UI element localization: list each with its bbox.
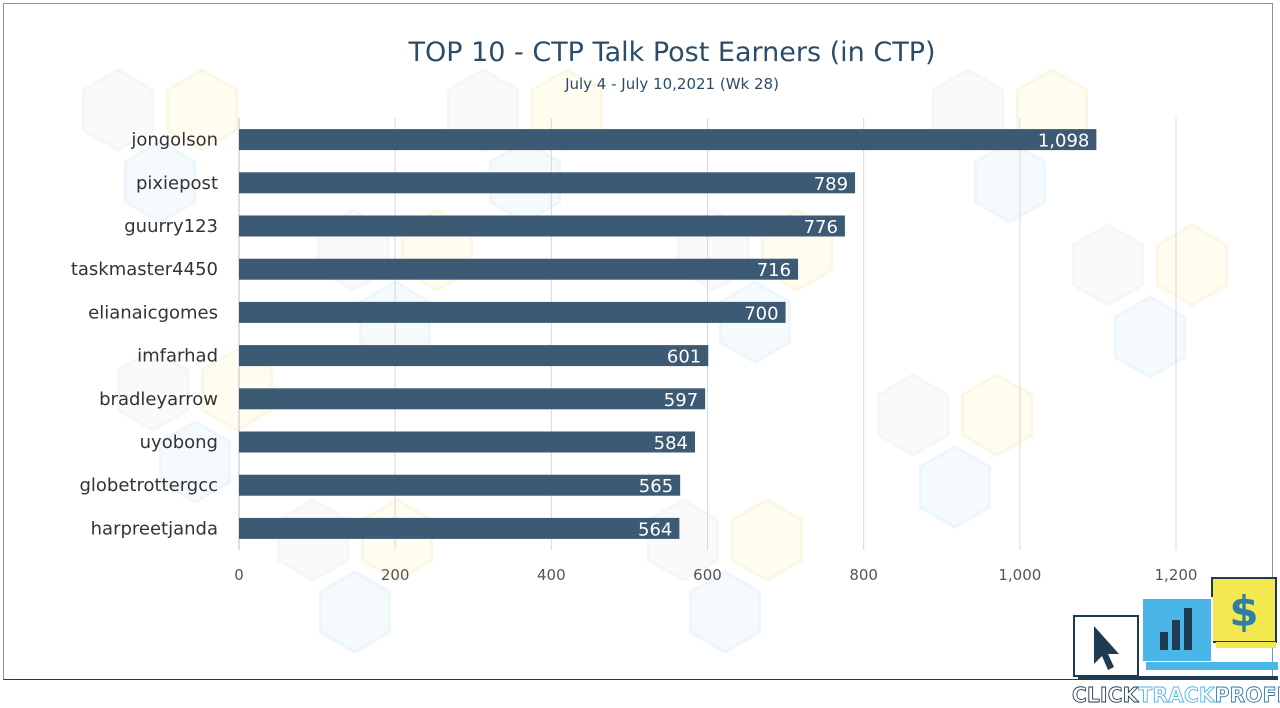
logo-chart-tile-shadow xyxy=(1146,662,1278,670)
bar-harpreetjanda xyxy=(239,517,680,539)
x-tick-label-4: 800 xyxy=(849,566,878,584)
logo-cursor-tile-shadow xyxy=(1078,676,1278,680)
bar-bradleyarrow xyxy=(239,388,706,410)
data-label-globetrottergcc: 565 xyxy=(639,476,673,497)
logo-word-click: CLICK xyxy=(1072,683,1140,707)
logo-word-profit: PROFIT xyxy=(1215,683,1280,707)
dollar-icon: $ xyxy=(1229,587,1258,636)
category-label-taskmaster4450: taskmaster4450 xyxy=(71,259,218,280)
category-label-imfarhad: imfarhad xyxy=(137,346,218,367)
chart-title: TOP 10 - CTP Talk Post Earners (in CTP) xyxy=(407,37,935,68)
clicktrackprofit-logo: $ CLICKTRACKPROFIT xyxy=(1072,577,1280,707)
data-label-bradleyarrow: 597 xyxy=(664,390,698,411)
data-label-guurry123: 776 xyxy=(804,217,838,238)
watermark-hex-cluster-5 xyxy=(116,348,274,504)
x-tick-label-6: 1,200 xyxy=(1155,566,1198,584)
bar-uyobong xyxy=(239,431,696,453)
category-labels: jongolson pixiepost guurry123 taskmaster445… xyxy=(71,130,218,540)
bar-chart-icon xyxy=(1160,608,1192,650)
bar-pixiepost xyxy=(239,172,856,194)
bar-elianaicgomes xyxy=(239,301,786,323)
watermark-hex-cluster-4 xyxy=(876,373,1034,529)
watermark-hex-cluster-0 xyxy=(81,68,239,224)
data-label-elianaicgomes: 700 xyxy=(744,303,778,324)
bar-taskmaster4450 xyxy=(239,258,799,280)
x-tick-label-1: 200 xyxy=(381,566,410,584)
category-label-guurry123: guurry123 xyxy=(124,216,218,237)
bars: 1,098 789 776 716 700 601 597 584 565 564 xyxy=(239,129,1097,540)
watermark-hex-cluster-3 xyxy=(1071,223,1229,379)
x-tick-label-3: 600 xyxy=(693,566,722,584)
chart-frame xyxy=(3,3,1273,680)
x-tick-label-0: 0 xyxy=(234,566,244,584)
logo-word-track: TRACK xyxy=(1139,683,1216,707)
category-label-globetrottergcc: globetrottergcc xyxy=(79,475,218,496)
category-label-uyobong: uyobong xyxy=(140,432,218,453)
data-label-taskmaster4450: 716 xyxy=(757,260,791,281)
chart-subtitle: July 4 - July 10,2021 (Wk 28) xyxy=(564,75,779,93)
bar-jongolson xyxy=(239,129,1097,151)
data-label-harpreetjanda: 564 xyxy=(638,519,672,540)
data-label-jongolson: 1,098 xyxy=(1038,131,1090,152)
category-label-jongolson: jongolson xyxy=(130,130,218,151)
data-label-uyobong: 584 xyxy=(654,433,688,454)
logo-wordmark: CLICKTRACKPROFIT xyxy=(1072,683,1280,707)
bar-globetrottergcc xyxy=(239,474,681,496)
category-label-pixiepost: pixiepost xyxy=(136,173,218,194)
bar-guurry123 xyxy=(239,215,845,237)
data-label-imfarhad: 601 xyxy=(667,347,701,368)
x-tick-labels: 0 200 400 600 800 1,000 1,200 xyxy=(234,566,1197,584)
x-tick-label-2: 400 xyxy=(537,566,566,584)
logo-chart-tile xyxy=(1141,597,1213,663)
logo-dollar-tile-shadow xyxy=(1216,642,1276,648)
category-label-harpreetjanda: harpreetjanda xyxy=(91,518,218,539)
category-label-elianaicgomes: elianaicgomes xyxy=(88,302,218,323)
cursor-icon xyxy=(1094,626,1119,670)
x-tick-label-5: 1,000 xyxy=(998,566,1041,584)
bar-imfarhad xyxy=(239,345,709,367)
category-label-bradleyarrow: bradleyarrow xyxy=(99,389,218,410)
data-label-pixiepost: 789 xyxy=(814,174,848,195)
